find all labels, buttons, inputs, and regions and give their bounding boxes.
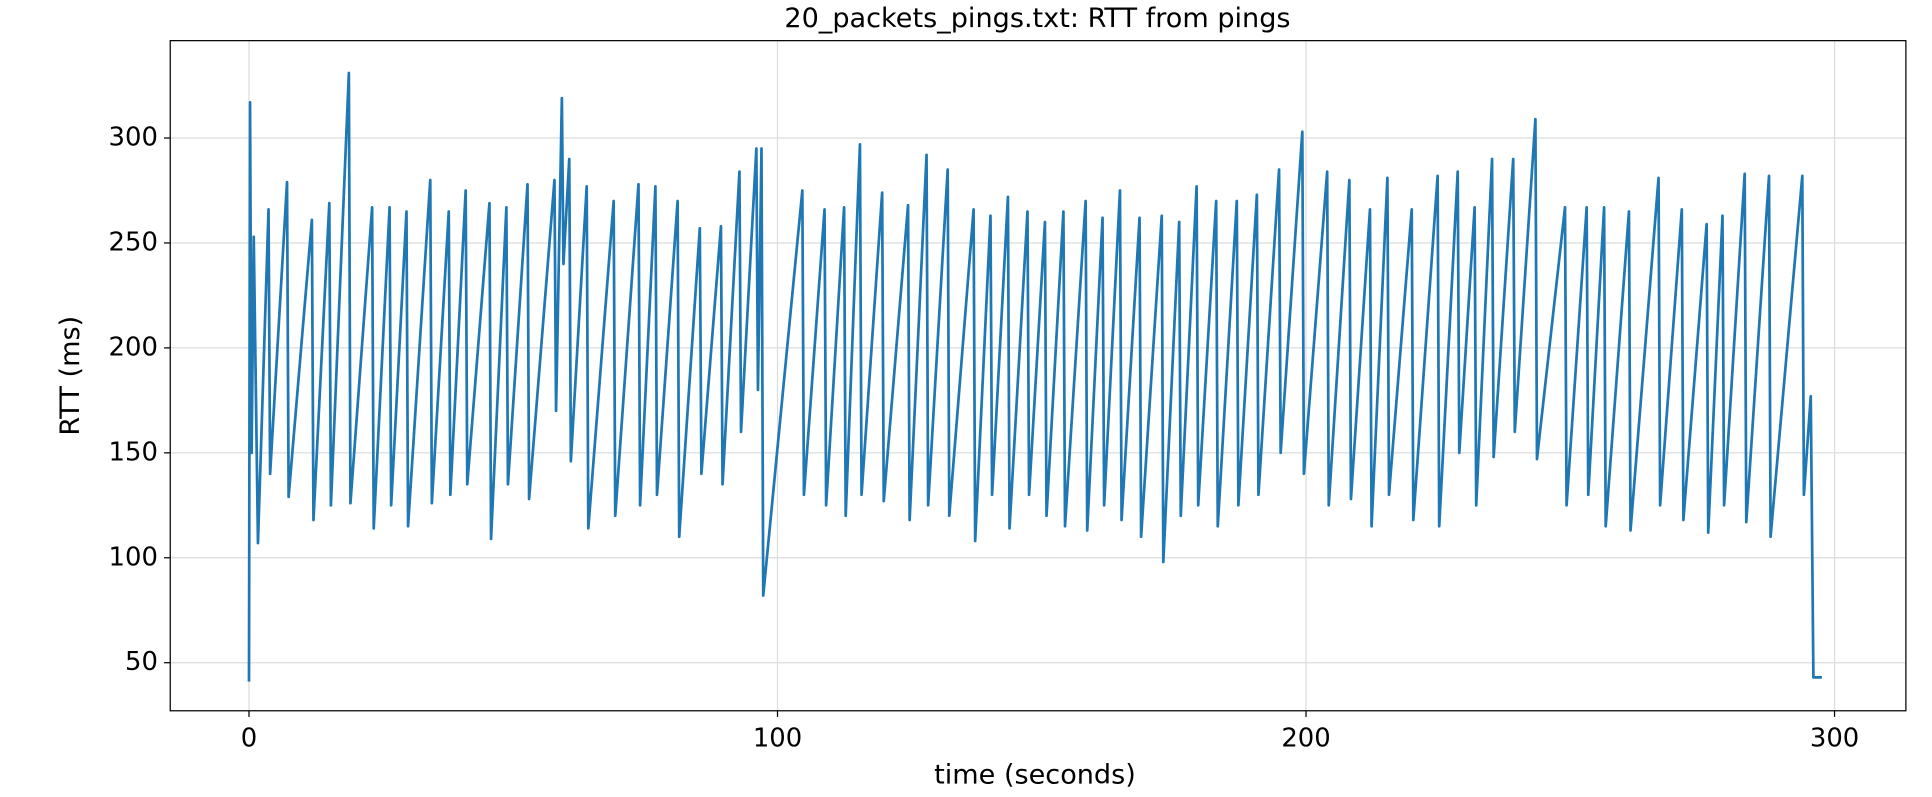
x-tick-label: 300 — [1810, 724, 1859, 754]
x-tick-label: 0 — [241, 724, 257, 754]
x-tick-label: 200 — [1281, 724, 1330, 754]
grid — [170, 40, 1906, 711]
y-tick-label: 50 — [125, 647, 158, 677]
y-tick-label: 150 — [109, 437, 158, 467]
y-tick-label: 250 — [109, 227, 158, 257]
chart-title: 20_packets_pings.txt: RTT from pings — [784, 3, 1290, 34]
y-tick-label: 200 — [109, 332, 158, 362]
data-line — [247, 71, 1822, 682]
x-axis-label: time (seconds) — [934, 760, 1136, 791]
plot-area — [247, 71, 1822, 682]
x-tick-label: 100 — [753, 724, 802, 754]
y-tick-label: 100 — [109, 542, 158, 572]
plot-frame — [169, 40, 1907, 712]
y-tick-label: 300 — [109, 123, 158, 153]
y-axis-label: RTT (ms) — [55, 316, 86, 436]
